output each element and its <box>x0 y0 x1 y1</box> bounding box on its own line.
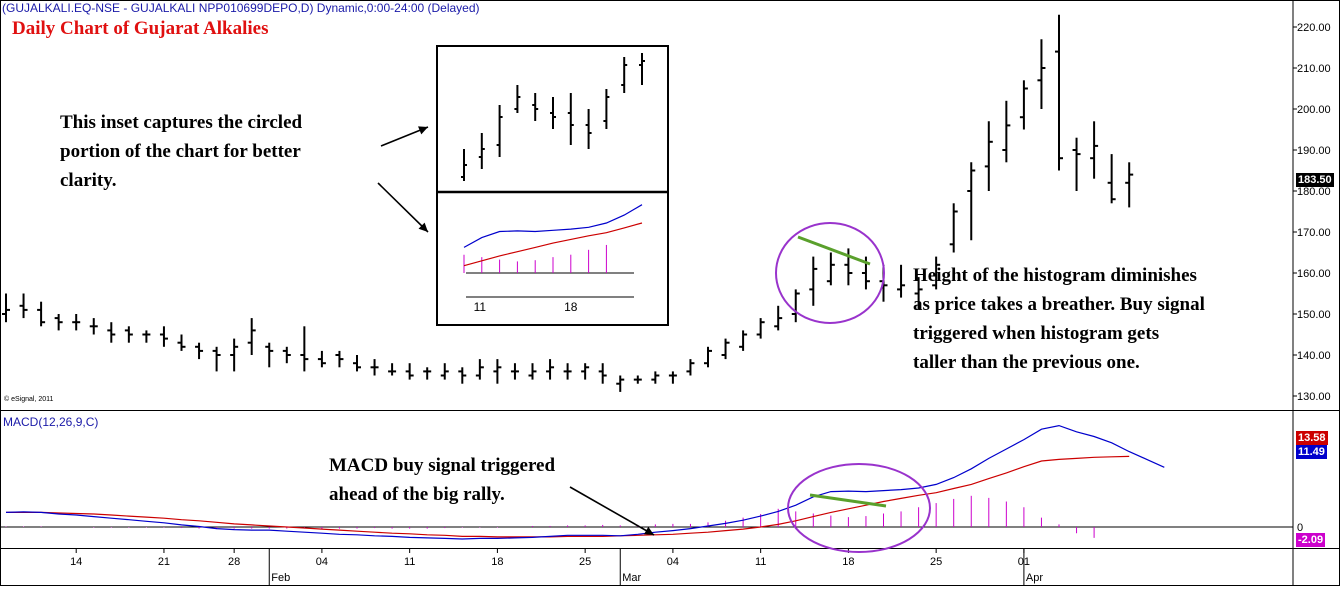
inset-box <box>436 45 669 326</box>
annotation-arrow <box>377 182 429 233</box>
macd-signal-tag: 13.58 <box>1296 431 1328 445</box>
x-tick-label: 25 <box>579 556 591 568</box>
inset-note-line: portion of the chart for better <box>60 141 301 162</box>
price-tick-label: 130.00 <box>1297 391 1331 403</box>
x-tick-label: 11 <box>755 556 766 568</box>
x-tick-label: 14 <box>70 556 82 568</box>
price-tick-label: 150.00 <box>1297 309 1331 321</box>
price-tick-label: 160.00 <box>1297 268 1331 280</box>
price-trendline <box>797 235 871 266</box>
inset-macd-line <box>463 204 643 248</box>
x-tick-label: 04 <box>667 556 679 568</box>
macd-line <box>5 424 1165 540</box>
copyright-text: © eSignal, 2011 <box>4 396 54 403</box>
annotation-arrowhead <box>418 222 428 232</box>
macd-indicator-label: MACD(12,26,9,C) <box>3 415 99 429</box>
macd-signal-line <box>6 455 1130 538</box>
price-tick-label: 220.00 <box>1297 22 1331 34</box>
macd-note-line: MACD buy signal triggered <box>329 455 556 476</box>
inset-signal-line <box>463 222 643 267</box>
inset-note-line: clarity. <box>60 170 117 191</box>
inset-note-line: This inset captures the circled <box>60 112 303 133</box>
x-tick-label: 04 <box>316 556 328 568</box>
histogram-note-line: as price takes a breather. Buy signal <box>913 294 1205 315</box>
macd-highlight-circle <box>787 463 931 553</box>
x-tick-label: 18 <box>842 556 854 568</box>
inset-x-label: 11 <box>474 300 487 314</box>
price-highlight-circle <box>775 222 885 324</box>
macd-note-line: ahead of the big rally. <box>329 484 505 505</box>
x-tick-label: 25 <box>930 556 942 568</box>
annotation-arrow <box>569 486 655 536</box>
price-tick-label: 200.00 <box>1297 104 1331 116</box>
chart-title: Daily Chart of Gujarat Alkalies <box>12 18 269 39</box>
x-tick-label: 21 <box>158 556 170 568</box>
inset-note: This inset captures the circled portion … <box>60 108 390 195</box>
price-tick-label: 170.00 <box>1297 227 1331 239</box>
annotation-arrowhead <box>418 126 428 135</box>
annotation-arrowhead <box>644 526 654 535</box>
macd-line-tag: 11.49 <box>1296 445 1327 459</box>
x-tick-label: 11 <box>404 556 415 568</box>
price-tick-label: 140.00 <box>1297 350 1331 362</box>
macd-note: MACD buy signal triggered ahead of the b… <box>329 451 629 509</box>
inset-x-label: 18 <box>564 300 578 314</box>
x-tick-label: 28 <box>228 556 240 568</box>
macd-histogram-tag: -2.09 <box>1296 533 1326 547</box>
month-label: Mar <box>622 572 641 584</box>
price-tick-label: 180.00 <box>1297 186 1331 198</box>
month-label: Apr <box>1026 572 1043 584</box>
price-tick-label: 210.00 <box>1297 63 1331 75</box>
month-label: Feb <box>271 572 290 584</box>
histogram-trendline <box>809 493 887 508</box>
symbol-header: (GUJALKALI.EQ-NSE - GUJALKALI NPP010699D… <box>2 1 480 15</box>
price-tick-label: 190.00 <box>1297 145 1331 157</box>
histogram-note: Height of the histogram diminishes as pr… <box>913 261 1283 377</box>
x-tick-label: 18 <box>491 556 503 568</box>
macd-tick-label: 0 <box>1297 522 1303 534</box>
histogram-note-line: taller than the previous one. <box>913 352 1140 373</box>
last-price-tag: 183.50 <box>1296 173 1334 187</box>
histogram-note-line: triggered when histogram gets <box>913 323 1160 344</box>
histogram-note-line: Height of the histogram diminishes <box>913 265 1197 286</box>
